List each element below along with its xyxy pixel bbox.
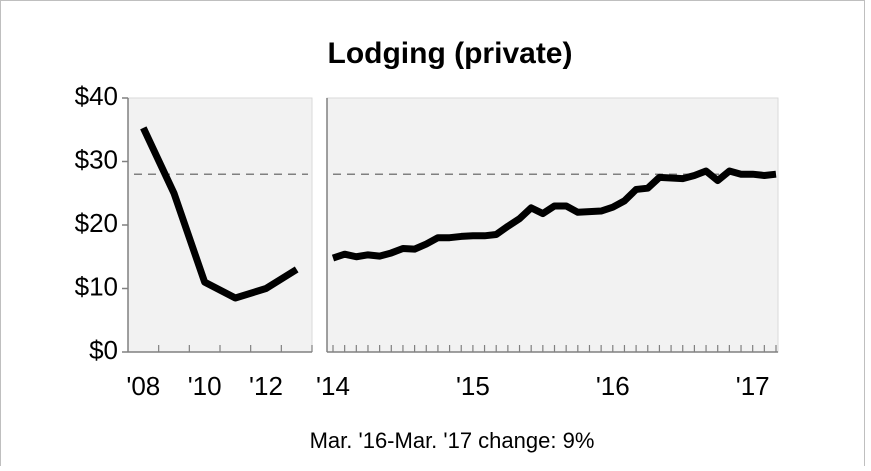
x-tick-label: '17 [736, 371, 770, 401]
x-tick-label: '15 [456, 371, 490, 401]
y-tick-label: $40 [75, 81, 118, 111]
plot-area [326, 97, 779, 353]
y-tick-label: $10 [75, 271, 118, 301]
x-tick-label: '16 [596, 371, 630, 401]
x-tick-label: '14 [316, 371, 350, 401]
y-tick-label: $20 [75, 208, 118, 238]
x-tick-label: '12 [249, 371, 283, 401]
series-line [331, 167, 777, 262]
y-tick-label: $30 [75, 144, 118, 174]
x-tick-label: '10 [188, 371, 222, 401]
plot-area [127, 97, 313, 353]
x-tick-label: '08 [126, 371, 160, 401]
chart-title: Lodging (private) [328, 37, 573, 70]
annotation: Mar. '16-Mar. '17 change: 9% [310, 428, 595, 453]
y-tick-label: $0 [89, 335, 118, 365]
series-line [140, 126, 299, 302]
